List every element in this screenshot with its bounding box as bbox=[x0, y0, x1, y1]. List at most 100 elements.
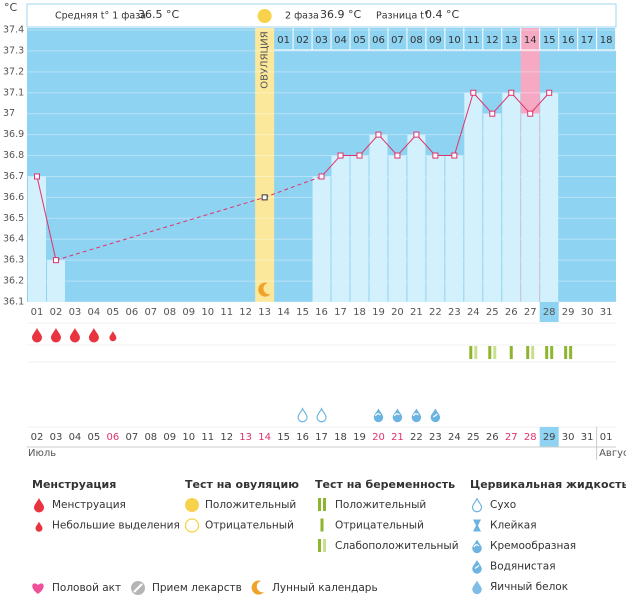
cycle-day-label: 17 bbox=[581, 35, 594, 46]
moon-icon bbox=[251, 580, 264, 595]
phase1-value: 36.5 °C bbox=[138, 8, 179, 21]
drop-icon bbox=[109, 331, 117, 342]
water-line bbox=[433, 413, 438, 418]
x-tick-label: 04 bbox=[88, 307, 101, 318]
x-tick-label: 22 bbox=[429, 307, 442, 318]
x-tick-label: 07 bbox=[144, 307, 157, 318]
y-tick-label: 37 bbox=[3, 108, 15, 119]
y-tick-label: 37.3 bbox=[3, 45, 24, 56]
calendar-date: 08 bbox=[144, 432, 157, 443]
temperature-point bbox=[508, 89, 515, 96]
line-segment bbox=[529, 92, 550, 115]
cycle-day-label: 13 bbox=[505, 35, 518, 46]
legend-item: Яичный белок bbox=[490, 581, 568, 593]
temperature-point bbox=[52, 257, 59, 264]
x-tick-label: 16 bbox=[315, 307, 328, 318]
calendar-date: 27 bbox=[505, 432, 518, 443]
cycle-day-label: 15 bbox=[543, 35, 556, 46]
calendar-date: 05 bbox=[88, 432, 101, 443]
x-tick-label: 03 bbox=[69, 307, 82, 318]
drop-icon bbox=[32, 328, 42, 343]
x-tick-label: 27 bbox=[524, 307, 537, 318]
cycle-day-label: 10 bbox=[448, 35, 461, 46]
x-tick-label: 19 bbox=[372, 307, 385, 318]
cycle-day-label: 14 bbox=[524, 35, 537, 46]
x-tick-label: 14 bbox=[277, 307, 290, 318]
diff-label: Разница t° bbox=[376, 11, 429, 22]
y-tick-label: 37.4 bbox=[3, 25, 24, 36]
calendar-date: 24 bbox=[448, 432, 461, 443]
y-tick-label: 36.9 bbox=[3, 129, 24, 140]
x-tick-label: 25 bbox=[486, 307, 499, 318]
legend-item: Сухо bbox=[490, 499, 516, 511]
temperature-point bbox=[375, 131, 382, 138]
test-bar bbox=[318, 498, 321, 511]
cycle-day-label: 01 bbox=[277, 35, 290, 46]
calendar-date: 23 bbox=[429, 432, 442, 443]
line-segment bbox=[472, 92, 493, 115]
calendar-date: 25 bbox=[467, 432, 480, 443]
temperature-bar bbox=[483, 113, 502, 302]
x-tick-label: 08 bbox=[163, 307, 176, 318]
cycle-day-label: 07 bbox=[391, 35, 404, 46]
drop-icon bbox=[411, 408, 422, 423]
x-tick-label: 12 bbox=[239, 307, 252, 318]
x-tick-label: 06 bbox=[125, 307, 138, 318]
cycle-day-label: 02 bbox=[296, 35, 309, 46]
cream-curl bbox=[374, 413, 381, 417]
test-bar bbox=[323, 539, 326, 552]
calendar-date: 19 bbox=[353, 432, 366, 443]
test-bar bbox=[320, 518, 324, 532]
x-tick-label: 09 bbox=[182, 307, 195, 318]
temperature-bar bbox=[502, 92, 521, 303]
x-tick-label: 28 bbox=[543, 307, 556, 318]
legend-item: Слабоположительный bbox=[335, 540, 459, 552]
line-segment bbox=[321, 155, 341, 177]
temperature-point bbox=[546, 89, 553, 96]
line-segment bbox=[510, 92, 531, 115]
y-tick-label: 36.1 bbox=[3, 297, 24, 308]
calendar-date: 29 bbox=[543, 432, 556, 443]
x-tick-label: 26 bbox=[505, 307, 518, 318]
cream-curl bbox=[473, 544, 480, 548]
legend-item: Положительный bbox=[335, 499, 426, 511]
drop-icon bbox=[471, 497, 483, 513]
cycle-day-label: 06 bbox=[372, 35, 385, 46]
calendar-date: 16 bbox=[296, 432, 309, 443]
header-box bbox=[26, 3, 617, 28]
test-bar bbox=[318, 539, 321, 552]
x-tick-label: 24 bbox=[467, 307, 480, 318]
drop-icon bbox=[316, 407, 327, 423]
test-bar bbox=[526, 346, 530, 359]
test-bar bbox=[569, 346, 573, 359]
drop-icon bbox=[35, 521, 43, 532]
temperature-bar bbox=[369, 134, 388, 302]
calendar-date: 03 bbox=[50, 432, 63, 443]
temperature-bar bbox=[521, 113, 540, 302]
legend-item: Положительный bbox=[205, 499, 296, 511]
drop-icon bbox=[69, 328, 80, 343]
line-segment bbox=[453, 92, 474, 156]
water-line bbox=[474, 565, 480, 569]
temperature-point bbox=[356, 152, 363, 159]
calendar-date: 17 bbox=[315, 432, 328, 443]
phase1-label: Средняя t° 1 фаза bbox=[55, 11, 146, 22]
test-bar bbox=[564, 346, 568, 359]
month-label: Июль bbox=[28, 448, 56, 459]
test-bar bbox=[469, 346, 473, 359]
cycle-day-label: 18 bbox=[600, 35, 613, 46]
ovulation-column bbox=[255, 28, 275, 302]
calendar-date: 31 bbox=[581, 432, 594, 443]
x-tick-label: 29 bbox=[562, 307, 575, 318]
month-label: Август bbox=[599, 448, 626, 459]
line-segment bbox=[36, 176, 57, 261]
temperature-bar bbox=[331, 155, 350, 302]
cycle-day-label: 16 bbox=[562, 35, 575, 46]
x-tick-label: 23 bbox=[448, 307, 461, 318]
drop-icon bbox=[50, 328, 61, 343]
y-tick-label: 37.1 bbox=[3, 87, 24, 98]
calendar-date: 02 bbox=[31, 432, 44, 443]
cycle-day-label: 09 bbox=[429, 35, 442, 46]
dashed-segment bbox=[264, 175, 322, 198]
